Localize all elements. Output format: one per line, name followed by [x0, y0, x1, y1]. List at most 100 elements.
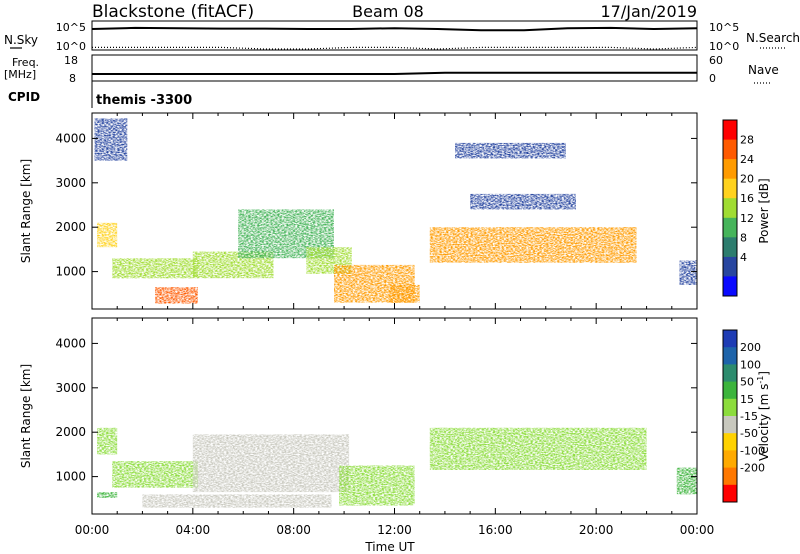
cpid-value: themis -3300: [96, 93, 192, 108]
velocity-region-4: [339, 465, 415, 506]
velocity-region-0: [97, 427, 118, 455]
power-region-1: [112, 258, 198, 279]
velocity-y-axis: 1000 2000 3000 4000: [55, 336, 697, 484]
velocity-colorbar-tick-3: 15: [740, 393, 754, 406]
velocity-colorbar-tick-0: 200: [740, 341, 761, 354]
noise-panel-frame: [91, 20, 698, 51]
velocity-region-2: [192, 434, 350, 493]
velocity-ylabel: Slant Range [km]: [19, 364, 33, 468]
power-region-12: [470, 193, 576, 210]
power-colorbar-swatch-6: [723, 237, 737, 258]
freq-left-units: [MHz]: [4, 68, 36, 81]
power-colorbar-swatch-5: [723, 217, 737, 238]
power-colorbar-swatch-0: [723, 120, 737, 141]
velocity-colorbar-swatch-3: [723, 381, 737, 400]
velocity-colorbar-tick-6: -100: [740, 444, 765, 457]
velocity-colorbar-swatch-0: [723, 330, 737, 348]
date-title: 17/Jan/2019: [600, 2, 697, 21]
freq-panel-frame: [91, 54, 698, 82]
velocity-colorbar-tick-2: 50: [740, 376, 754, 389]
power-region-7: [389, 284, 420, 303]
power-colorbar-frame: [722, 119, 738, 297]
power-colorbar-swatch-1: [723, 139, 737, 160]
velocity-region-6: [676, 467, 697, 495]
velocity-colorbar-tick-5: -50: [740, 427, 758, 440]
velocity-colorbar-tick-4: -15: [740, 410, 758, 423]
velocity-region-5: [429, 427, 647, 470]
time-x-axis: 00:00 04:00 08:00 12:00 16:00 20:00 00:00: [75, 113, 715, 537]
velocity-ytick-label-1: 2000: [55, 425, 86, 439]
noise-right-tick-top: 10^5: [709, 21, 739, 34]
power-heatmap: [94, 118, 697, 304]
noise-right-tick-bottom: 10^0: [709, 40, 739, 53]
power-y-axis: 1000 2000 3000 4000: [55, 131, 697, 279]
power-region-10: [94, 118, 128, 161]
noise-search-series: [92, 46, 698, 50]
power-region-8: [429, 227, 637, 263]
x-tick-label-3: 12:00: [377, 523, 412, 537]
power-colorbar-swatch-7: [723, 256, 737, 277]
velocity-heatmap: [97, 427, 697, 508]
velocity-region-1: [112, 461, 198, 488]
velocity-colorbar-swatch-1: [723, 347, 737, 365]
power-colorbar-swatch-4: [723, 198, 737, 219]
velocity-ytick-label-0: 1000: [55, 470, 86, 484]
power-region-11: [455, 142, 566, 159]
noise-left-label: N.Sky: [4, 33, 38, 47]
freq-left-tick-top: 18: [64, 54, 78, 67]
noise-sky-line: [91, 26, 698, 32]
cpid-label: CPID: [8, 90, 40, 104]
velocity-colorbar-swatch-9: [723, 484, 737, 503]
power-colorbar-swatch-3: [723, 178, 737, 199]
freq-right-tick-bottom: 0: [709, 72, 716, 85]
x-tick-label-6: 00:00: [680, 523, 715, 537]
power-ytick-label-3: 4000: [55, 131, 86, 145]
velocity-colorbar-swatch-2: [723, 364, 737, 383]
freq-series: [92, 71, 697, 75]
beam-title: Beam 08: [352, 2, 424, 21]
velocity-colorbar-swatch-8: [723, 467, 737, 486]
power-colorbar-tick-1: 24: [740, 153, 754, 166]
velocity-ytick-label-2: 3000: [55, 381, 86, 395]
power-region-9: [679, 260, 697, 285]
power-colorbar-swatch-8: [723, 276, 737, 297]
power-colorbar-tick-2: 20: [740, 173, 754, 186]
velocity-colorbar-swatch-6: [723, 433, 737, 451]
noise-sky-series: [91, 26, 698, 32]
power-colorbar-label: Power [dB]: [757, 178, 771, 243]
freq-left-tick-bottom: 8: [69, 72, 76, 85]
velocity-colorbar: 200 100 50 15 -15 -50 -100 -200: [722, 329, 765, 503]
noise-right-label: N.Search: [746, 31, 800, 45]
velocity-colorbar-swatch-7: [723, 450, 737, 469]
freq-left-label: Freq.: [12, 56, 39, 69]
station-title: Blackstone (fitACF): [92, 2, 254, 22]
velocity-colorbar-swatch-4: [723, 398, 737, 417]
nave-label: Nave: [748, 63, 779, 77]
x-tick-label-4: 16:00: [478, 523, 513, 537]
x-tick-label-5: 20:00: [579, 523, 614, 537]
velocity-region-3: [142, 494, 332, 508]
power-colorbar-tick-0: 28: [740, 134, 754, 147]
power-ytick-label-0: 1000: [55, 265, 86, 279]
power-ylabel: Slant Range [km]: [19, 159, 33, 263]
x-tick-label-0: 00:00: [75, 523, 110, 537]
power-colorbar-tick-3: 16: [740, 192, 754, 205]
power-colorbar: 28 24 20 16 12 8 4: [722, 119, 754, 297]
velocity-region-7: [97, 492, 118, 498]
power-ytick-label-2: 3000: [55, 176, 86, 190]
power-region-2: [155, 287, 198, 304]
velocity-colorbar-swatch-5: [723, 416, 737, 434]
noise-left-tick-bottom: 10^0: [56, 40, 86, 53]
freq-line: [92, 71, 697, 75]
noise-left-tick-top: 10^5: [56, 21, 86, 34]
velocity-colorbar-frame: [722, 329, 738, 503]
x-axis-label: Time UT: [364, 540, 415, 554]
power-colorbar-tick-4: 12: [740, 212, 754, 225]
velocity-colorbar-tick-7: -200: [740, 462, 765, 475]
noise-search-line: [92, 46, 698, 50]
power-region-0: [97, 222, 118, 248]
velocity-ytick-label-3: 4000: [55, 336, 86, 350]
x-tick-label-1: 04:00: [176, 523, 211, 537]
power-colorbar-tick-6: 4: [740, 251, 747, 264]
